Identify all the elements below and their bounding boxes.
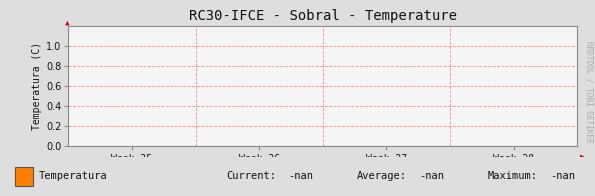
Text: Average:: Average: <box>357 171 407 181</box>
Y-axis label: Temperatura (C): Temperatura (C) <box>32 42 42 130</box>
Text: RRDTOOL / TOBI OETIKER: RRDTOOL / TOBI OETIKER <box>585 41 594 143</box>
FancyBboxPatch shape <box>15 167 33 186</box>
Text: -nan: -nan <box>550 171 575 181</box>
Text: Maximum:: Maximum: <box>488 171 538 181</box>
Text: Current:: Current: <box>226 171 276 181</box>
Text: -nan: -nan <box>289 171 314 181</box>
Text: -nan: -nan <box>419 171 444 181</box>
Title: RC30-IFCE - Sobral - Temperature: RC30-IFCE - Sobral - Temperature <box>189 8 457 23</box>
Text: Temperatura: Temperatura <box>39 171 108 181</box>
